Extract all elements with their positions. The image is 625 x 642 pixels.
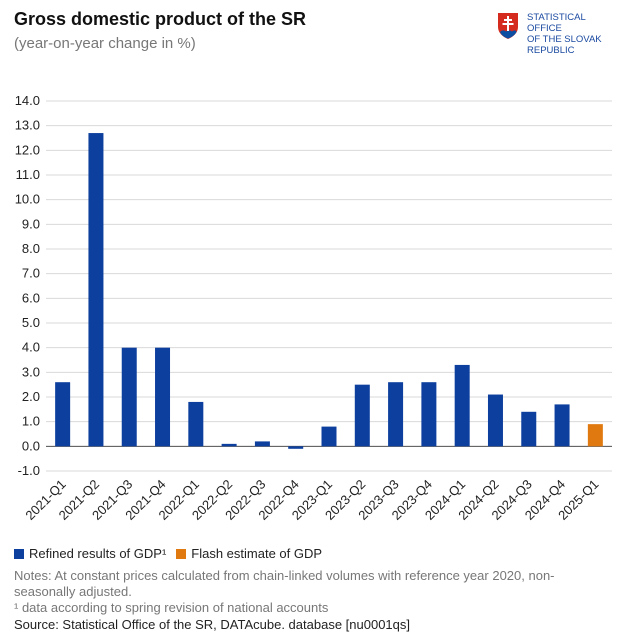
logo-line: OF THE SLOVAK: [527, 34, 602, 45]
y-tick-label: 4.0: [22, 340, 40, 355]
y-tick-label: -1.0: [18, 463, 40, 478]
chart-title: Gross domestic product of the SR: [14, 9, 307, 29]
y-tick-label: 3.0: [22, 364, 40, 379]
legend-swatch-flash: [176, 548, 187, 559]
y-tick-label: 10.0: [15, 192, 40, 207]
chart-source: Source: Statistical Office of the SR, DA…: [14, 617, 410, 632]
bar: [88, 133, 104, 447]
bar: [354, 384, 370, 447]
y-tick-label: 11.0: [16, 167, 40, 182]
bar: [188, 401, 204, 447]
bar: [254, 441, 270, 447]
y-tick-label: 5.0: [22, 315, 40, 330]
y-tick-label: 8.0: [22, 241, 40, 256]
legend-item-flash: Flash estimate of GDP: [176, 546, 322, 561]
legend-label-flash: Flash estimate of GDP: [191, 546, 323, 561]
y-tick-label: 7.0: [22, 266, 40, 281]
bar: [221, 443, 237, 447]
gdp-bar-chart: -1.0 0.0 1.0 2.0 3.0 4.0 5.0 6.0 7.0 8.0 9.0 10.0 11…: [15, 93, 612, 523]
bar: [587, 424, 603, 447]
y-tick-label: 13.0: [15, 118, 40, 133]
bar: [288, 446, 304, 449]
bar: [121, 347, 137, 447]
legend-label-refined: Refined results of GDP¹: [29, 546, 167, 561]
logo-line: STATISTICAL: [527, 12, 586, 23]
chart-legend: Refined results of GDP¹ Flash estimate o…: [14, 546, 332, 561]
y-tick-label: 6.0: [22, 290, 40, 305]
y-tick-label: 12.0: [15, 142, 40, 157]
notes-line: Notes: At constant prices calculated fro…: [14, 568, 555, 599]
y-tick-label: 1.0: [22, 414, 40, 429]
bar: [155, 347, 171, 447]
bar: [321, 426, 337, 447]
bar: [421, 382, 437, 447]
bar: [55, 382, 71, 447]
logo-line: OFFICE: [527, 23, 562, 34]
bar: [454, 364, 470, 447]
bar: [554, 404, 570, 447]
chart-notes: Notes: At constant prices calculated fro…: [14, 568, 614, 616]
statistical-office-logo: STATISTICAL OFFICE OF THE SLOVAK REPUBLI…: [497, 12, 602, 56]
legend-item-refined: Refined results of GDP¹: [14, 546, 166, 561]
logo-line: REPUBLIC: [527, 45, 575, 56]
y-tick-label: 2.0: [22, 389, 40, 404]
bar: [487, 394, 503, 447]
slovak-coat-of-arms-icon: [498, 13, 518, 39]
bar: [388, 382, 404, 447]
y-tick-label: 0.0: [22, 438, 40, 453]
notes-footnote: ¹ data according to spring revision of n…: [14, 600, 329, 615]
legend-swatch-refined: [14, 548, 24, 559]
bar: [521, 411, 537, 447]
y-tick-label: 14.0: [15, 93, 40, 108]
logo-text: STATISTICAL OFFICE OF THE SLOVAK REPUBLI…: [527, 12, 602, 56]
y-tick-label: 9.0: [22, 216, 40, 231]
chart-subtitle: (year-on-year change in %): [14, 35, 196, 52]
